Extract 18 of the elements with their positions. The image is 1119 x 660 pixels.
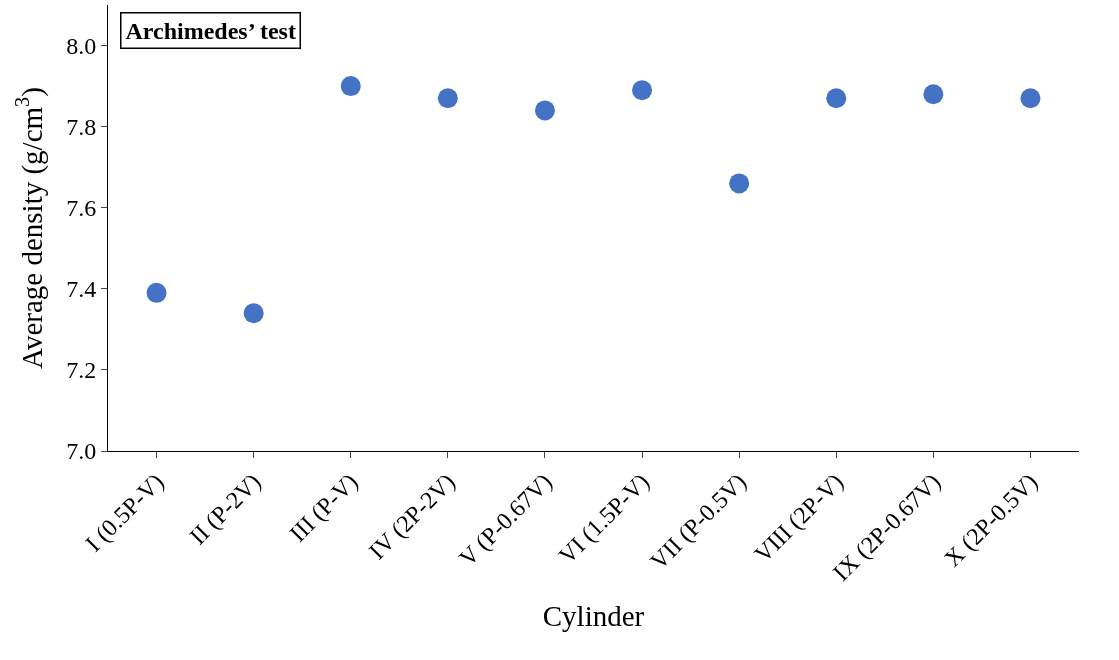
point [632, 80, 653, 101]
point [826, 88, 847, 109]
y-tick-label: 8.0 [66, 32, 97, 59]
y-tick-label: 7.8 [66, 114, 97, 141]
y-tick-label: 7.6 [66, 195, 97, 222]
point [146, 282, 167, 303]
y-tick-label: 7.0 [66, 438, 97, 465]
y-tick-label: 7.4 [66, 276, 97, 303]
point [923, 84, 944, 105]
point [1020, 88, 1041, 109]
point [534, 100, 555, 121]
point [243, 303, 264, 324]
point [437, 88, 458, 109]
point [729, 173, 750, 194]
y-tick-label: 7.2 [66, 357, 97, 384]
x-axis-title: Cylinder [542, 599, 645, 632]
point [340, 76, 361, 97]
text: Archimedes’ test [125, 17, 296, 44]
